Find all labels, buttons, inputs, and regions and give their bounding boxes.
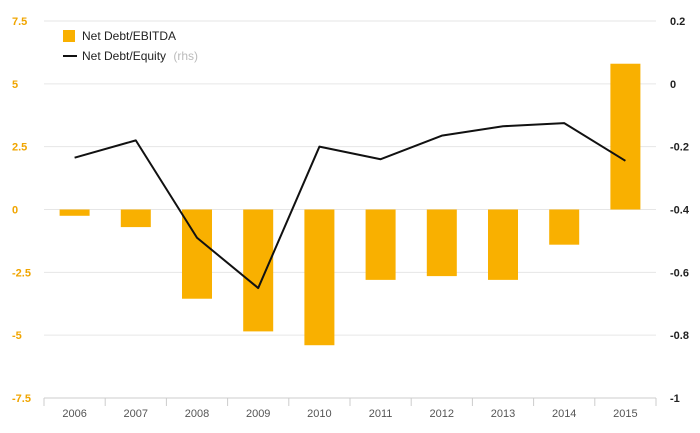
legend-line-suffix: (rhs) <box>173 49 198 63</box>
x-tick-label-2011: 2011 <box>369 408 393 420</box>
bar-2012[interactable] <box>426 209 457 277</box>
legend-label-bar: Net Debt/EBITDA <box>82 29 176 43</box>
x-tick-label-2012: 2012 <box>430 408 454 420</box>
line-series <box>74 122 626 290</box>
y-left-tick-label: -2.5 <box>12 267 31 279</box>
x-tick-label-2008: 2008 <box>185 408 209 420</box>
bar-2013[interactable] <box>488 209 518 280</box>
x-tick-label-2009: 2009 <box>246 408 270 420</box>
bar-2009[interactable] <box>243 209 274 332</box>
x-tick-label-2014: 2014 <box>552 408 576 420</box>
legend-item-bar[interactable]: Net Debt/EBITDA <box>63 29 176 43</box>
y-right-tick-label: -0.6 <box>670 267 689 279</box>
y-right-tick-label: -1 <box>670 393 680 405</box>
y-right-tick-label: 0.2 <box>670 16 685 28</box>
legend-item-line[interactable]: Net Debt/Equity (rhs) <box>63 49 198 63</box>
bar-series <box>59 63 641 346</box>
y-left-tick-label: 5 <box>12 79 18 91</box>
bar-2010[interactable] <box>304 209 335 346</box>
legend-label-line: Net Debt/Equity (rhs) <box>82 49 198 63</box>
y-left-tick-label: -7.5 <box>12 393 31 405</box>
tick-labels: 7.5 5 2.5 0 -2.5 -5 -7.5 0.2 0 -0.2 -0.4 -0.6 -0.8 -1… <box>12 16 690 420</box>
bar-2008[interactable] <box>182 209 212 299</box>
x-tick-label-2010: 2010 <box>307 408 331 420</box>
bar-2015[interactable] <box>610 63 641 210</box>
x-tick-label-2006: 2006 <box>62 408 86 420</box>
legend-swatch-bar <box>63 30 75 42</box>
bar-2011[interactable] <box>365 209 396 280</box>
y-left-tick-label: 2.5 <box>12 142 27 154</box>
y-left-tick-label: -5 <box>12 330 22 342</box>
y-right-tick-label: -0.2 <box>670 142 689 154</box>
bar-2014[interactable] <box>549 209 580 245</box>
x-tick-label-2013: 2013 <box>491 408 515 420</box>
y-left-tick-label: 0 <box>12 205 18 217</box>
y-left-tick-label: 7.5 <box>12 16 27 28</box>
x-axis <box>43 397 657 406</box>
bar-2007[interactable] <box>120 209 151 228</box>
bar-2006[interactable] <box>59 209 90 216</box>
y-right-tick-label: 0 <box>670 79 676 91</box>
legend-line-name: Net Debt/Equity <box>82 49 166 63</box>
net-debt-equity-line <box>74 122 626 290</box>
y-right-tick-label: -0.4 <box>670 205 690 217</box>
legend: Net Debt/EBITDA Net Debt/Equity (rhs) <box>63 29 198 63</box>
x-tick-label-2015: 2015 <box>613 408 637 420</box>
y-right-tick-label: -0.8 <box>670 330 689 342</box>
x-tick-label-2007: 2007 <box>124 408 148 420</box>
